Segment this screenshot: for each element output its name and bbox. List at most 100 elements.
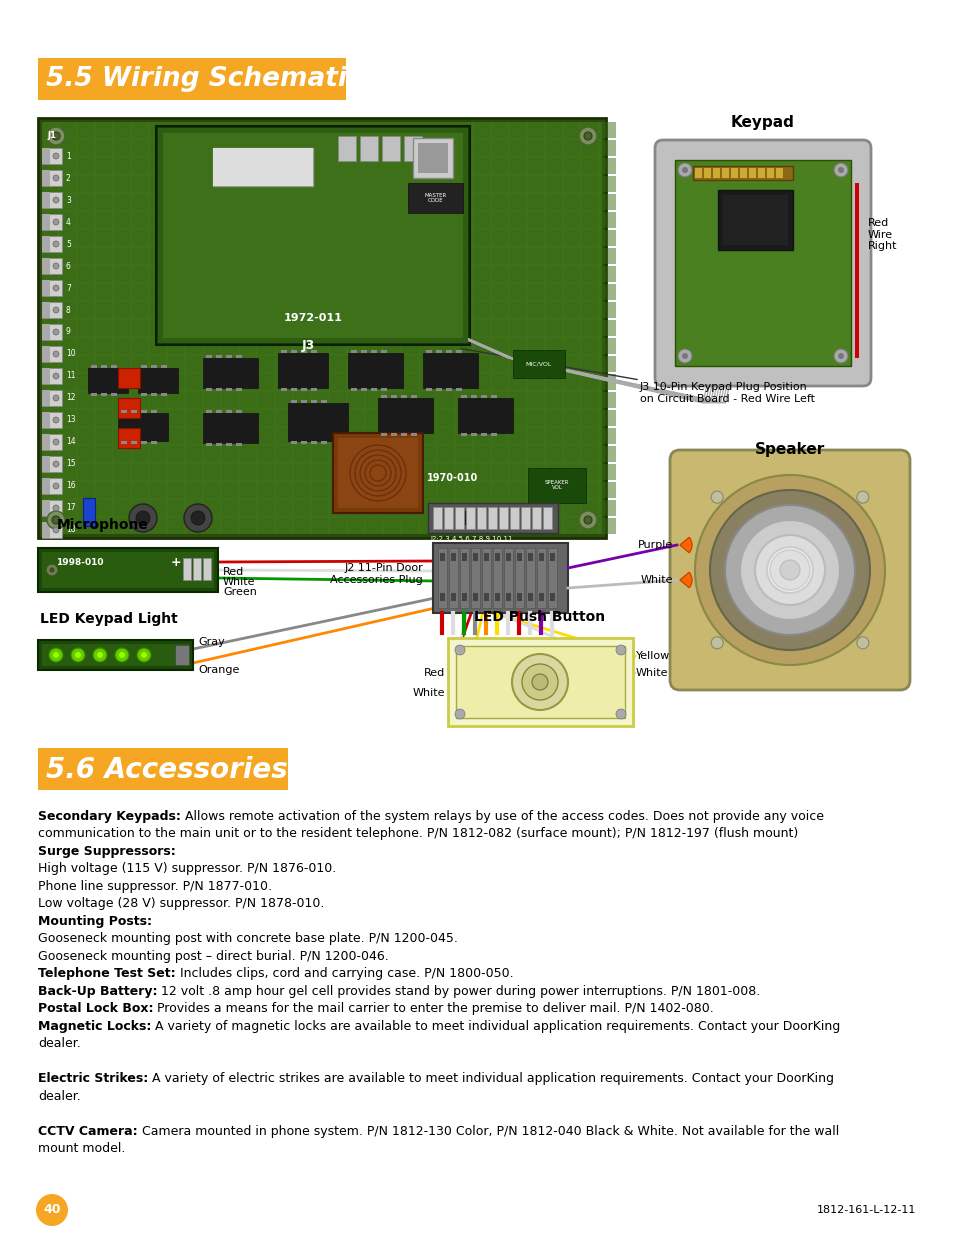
Bar <box>168 140 184 156</box>
Bar <box>203 358 257 388</box>
Bar <box>150 284 166 300</box>
Bar <box>527 391 543 408</box>
Bar <box>240 338 255 354</box>
Bar <box>401 140 417 156</box>
Bar <box>257 230 274 246</box>
Bar <box>599 248 616 264</box>
Text: White: White <box>223 577 255 587</box>
Bar <box>204 338 220 354</box>
Text: Speaker: Speaker <box>754 442 824 457</box>
Bar <box>186 194 202 210</box>
Bar <box>330 230 346 246</box>
Bar <box>581 266 598 282</box>
Bar <box>527 122 543 138</box>
Bar <box>433 508 441 529</box>
Bar <box>294 140 310 156</box>
Bar <box>471 395 476 398</box>
Bar <box>527 468 585 503</box>
Bar <box>240 177 255 191</box>
Bar <box>581 158 598 174</box>
Bar <box>348 212 364 228</box>
Bar <box>83 498 95 526</box>
Bar <box>168 356 184 372</box>
Bar <box>510 374 525 390</box>
Bar <box>510 158 525 174</box>
Bar <box>42 303 62 317</box>
Bar <box>460 395 467 398</box>
Bar <box>132 356 148 372</box>
Circle shape <box>71 648 85 662</box>
Bar <box>294 230 310 246</box>
Bar <box>96 356 112 372</box>
Bar <box>132 284 148 300</box>
Bar <box>222 482 237 498</box>
Bar <box>510 194 525 210</box>
Bar <box>545 500 561 516</box>
Bar <box>206 388 212 391</box>
Bar <box>294 446 310 462</box>
Bar <box>474 338 490 354</box>
Text: Secondary Keypads:: Secondary Keypads: <box>38 810 181 823</box>
Bar <box>545 266 561 282</box>
Bar <box>419 374 436 390</box>
Text: 18: 18 <box>66 526 75 535</box>
Bar <box>419 122 436 138</box>
Bar <box>581 248 598 264</box>
Bar <box>78 391 94 408</box>
Bar <box>510 464 525 480</box>
Bar <box>60 356 76 372</box>
Bar <box>294 410 310 426</box>
Bar <box>186 158 202 174</box>
Bar <box>439 553 444 561</box>
Bar <box>240 500 255 516</box>
Circle shape <box>50 568 54 573</box>
Text: Back-Up Battery:: Back-Up Battery: <box>38 986 157 998</box>
Bar <box>42 303 50 317</box>
Bar <box>213 148 313 186</box>
Text: 2: 2 <box>66 173 71 183</box>
Bar <box>599 158 616 174</box>
Bar <box>581 464 598 480</box>
Bar <box>451 593 456 601</box>
Bar <box>257 140 274 156</box>
Circle shape <box>53 351 59 357</box>
Bar <box>330 500 346 516</box>
Bar <box>186 230 202 246</box>
Bar <box>740 168 746 178</box>
Bar <box>527 464 543 480</box>
Bar <box>433 543 567 613</box>
Bar <box>113 320 130 336</box>
Bar <box>150 194 166 210</box>
Bar <box>545 320 561 336</box>
Bar <box>150 266 166 282</box>
Bar <box>545 177 561 191</box>
Bar <box>545 122 561 138</box>
Bar <box>401 446 417 462</box>
Circle shape <box>53 417 59 424</box>
Bar <box>401 212 417 228</box>
Bar <box>320 400 327 403</box>
Bar <box>426 350 432 353</box>
Bar <box>348 194 364 210</box>
Bar <box>527 230 543 246</box>
Bar <box>312 230 328 246</box>
Bar <box>545 140 561 156</box>
Bar <box>294 212 310 228</box>
Bar <box>380 433 387 436</box>
Text: Red
Wire
Right: Red Wire Right <box>867 219 897 251</box>
Bar <box>380 395 387 398</box>
Bar <box>275 374 292 390</box>
Circle shape <box>53 438 59 445</box>
Bar <box>226 388 232 391</box>
Bar <box>599 194 616 210</box>
Bar <box>384 140 399 156</box>
Text: 5.6 Accessories: 5.6 Accessories <box>46 756 288 784</box>
Text: Camera mounted in phone system. P/N 1812-130 Color, P/N 1812-040 Black & White. : Camera mounted in phone system. P/N 1812… <box>137 1125 838 1137</box>
Circle shape <box>833 350 847 363</box>
FancyBboxPatch shape <box>669 450 909 690</box>
Bar <box>527 500 543 516</box>
Bar <box>42 517 58 534</box>
Bar <box>60 158 76 174</box>
Bar <box>419 177 436 191</box>
Bar <box>510 500 525 516</box>
